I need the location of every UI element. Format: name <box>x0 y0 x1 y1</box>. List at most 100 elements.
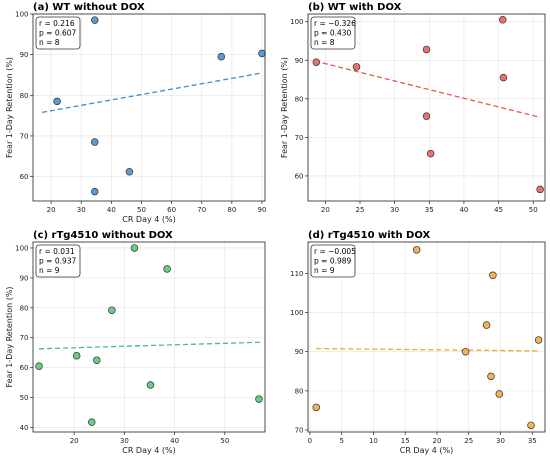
trend-line <box>41 72 263 114</box>
data-point <box>498 16 507 24</box>
data-point <box>217 52 226 61</box>
x-tick-label: 20 <box>433 437 442 445</box>
data-point <box>53 97 61 106</box>
y-tick-label: 100 <box>290 18 303 26</box>
x-tick-label: 50 <box>529 206 538 214</box>
panel-title: (b) WT with DOX <box>308 2 402 13</box>
x-tick-label: 20 <box>70 437 79 445</box>
data-point <box>495 390 504 398</box>
x-tick-label: 30 <box>120 437 129 445</box>
data-point <box>536 185 544 194</box>
data-point <box>130 244 139 252</box>
x-tick-label: 15 <box>401 437 410 445</box>
stat-p: p = 0.989 <box>314 257 352 266</box>
x-tick-label: 20 <box>47 206 56 214</box>
x-tick-label: 25 <box>356 206 365 214</box>
y-tick-label: 60 <box>20 364 29 372</box>
plot-frame <box>307 241 546 433</box>
panel-title: (a) WT without DOX <box>33 2 145 13</box>
data-point <box>255 395 263 403</box>
panel-title: (c) rTg4510 without DOX <box>33 230 173 241</box>
x-tick-label: 70 <box>197 206 206 214</box>
data-point <box>412 246 421 254</box>
data-point <box>88 418 96 426</box>
y-tick-label: 90 <box>295 348 304 356</box>
x-tick-label: 40 <box>170 437 179 445</box>
stat-p: p = 0.430 <box>314 29 352 38</box>
data-point <box>93 356 101 364</box>
y-axis-label: Fear 1-Day Retention (%) <box>5 57 14 158</box>
trend-line <box>39 341 260 350</box>
y-tick-label: 60 <box>295 172 304 180</box>
data-point <box>146 381 155 389</box>
data-point <box>91 16 99 24</box>
stat-n: n = 9 <box>314 266 335 275</box>
data-point <box>125 167 134 176</box>
x-tick-label: 80 <box>227 206 236 214</box>
y-tick-label: 40 <box>20 424 29 432</box>
x-tick-label: 10 <box>369 437 378 445</box>
x-tick-label: 35 <box>528 437 537 445</box>
panel-title: (d) rTg4510 with DOX <box>308 230 430 241</box>
x-tick-label: 60 <box>167 206 176 214</box>
x-tick-label: 5 <box>339 437 343 445</box>
data-point <box>312 58 321 66</box>
x-tick-label: 25 <box>464 437 473 445</box>
x-tick-label: 50 <box>137 206 146 214</box>
data-point <box>426 149 435 158</box>
x-tick-label: 90 <box>258 206 267 214</box>
y-tick-label: 80 <box>20 304 29 312</box>
stat-n: n = 9 <box>39 266 60 275</box>
stats-box <box>310 16 356 50</box>
y-tick-label: 100 <box>15 244 28 252</box>
plot-frame <box>307 13 546 202</box>
data-point <box>312 403 321 412</box>
data-point <box>499 73 508 82</box>
x-tick-label: 20 <box>321 206 330 214</box>
stat-p: p = 0.937 <box>39 257 77 266</box>
data-point <box>91 138 99 146</box>
x-axis-label: CR Day 4 (%) <box>122 446 176 455</box>
y-tick-label: 100 <box>290 309 303 317</box>
stats-box <box>35 244 81 278</box>
x-tick-label: 35 <box>425 206 434 214</box>
x-tick-label: 0 <box>308 437 312 445</box>
x-tick-label: 30 <box>77 206 86 214</box>
data-point <box>35 362 43 370</box>
stat-n: n = 8 <box>39 38 60 47</box>
y-tick-label: 70 <box>20 334 29 342</box>
data-point <box>108 306 116 314</box>
x-axis-label: CR Day 4 (%) <box>122 215 176 224</box>
data-point <box>258 49 266 58</box>
plot-frame <box>32 13 266 202</box>
stat-n: n = 8 <box>314 38 335 47</box>
x-tick-label: 40 <box>107 206 116 214</box>
y-tick-label: 110 <box>290 270 303 278</box>
y-tick-label: 70 <box>295 427 304 435</box>
y-tick-label: 70 <box>20 132 29 140</box>
y-tick-label: 60 <box>20 173 29 181</box>
stat-r: r = 0.031 <box>39 247 75 256</box>
trend-line <box>314 60 541 118</box>
data-point <box>482 321 491 329</box>
x-axis-label: CR Day 4 (%) <box>400 446 454 455</box>
y-axis-label: Fear 1-Day Retention (%) <box>280 57 289 158</box>
y-tick-label: 80 <box>20 92 29 100</box>
y-axis-label: Fear 1-Day Retention (%) <box>5 286 14 387</box>
y-tick-label: 70 <box>295 134 304 142</box>
x-tick-label: 50 <box>220 437 229 445</box>
data-point <box>527 421 535 430</box>
data-point <box>461 347 470 356</box>
stat-r: r = 0.216 <box>39 19 75 28</box>
x-tick-label: 40 <box>459 206 468 214</box>
plot-frame <box>32 241 266 433</box>
data-point <box>534 336 543 344</box>
y-tick-label: 90 <box>20 274 29 282</box>
stat-r: r = −0.326 <box>314 19 356 28</box>
y-tick-label: 90 <box>295 57 304 65</box>
data-point <box>422 112 431 120</box>
